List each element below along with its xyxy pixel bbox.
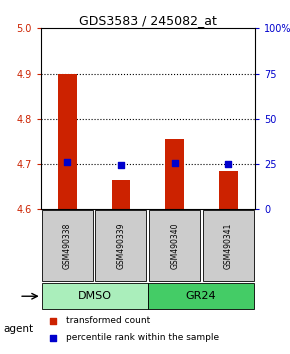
Text: agent: agent [3,324,33,333]
Point [226,161,231,167]
Title: GDS3583 / 245082_at: GDS3583 / 245082_at [79,14,217,27]
Text: percentile rank within the sample: percentile rank within the sample [66,333,220,342]
Text: GR24: GR24 [186,291,216,301]
Text: GSM490341: GSM490341 [224,222,233,269]
Point [263,244,267,249]
Bar [203,210,253,281]
Point [172,160,177,166]
Bar [149,210,200,281]
Bar [165,139,184,209]
Bar [112,180,130,209]
Bar [58,74,77,209]
Bar [219,171,238,209]
Text: DMSO: DMSO [78,291,112,301]
Point [119,162,124,168]
Text: GSM490338: GSM490338 [63,222,72,269]
Bar [95,210,146,281]
Text: GSM490340: GSM490340 [170,222,179,269]
Bar [42,283,148,309]
Text: transformed count: transformed count [66,316,151,325]
Bar [148,283,254,309]
Text: GSM490339: GSM490339 [117,222,126,269]
Bar [42,210,93,281]
Point [263,89,267,95]
Point [65,159,70,165]
